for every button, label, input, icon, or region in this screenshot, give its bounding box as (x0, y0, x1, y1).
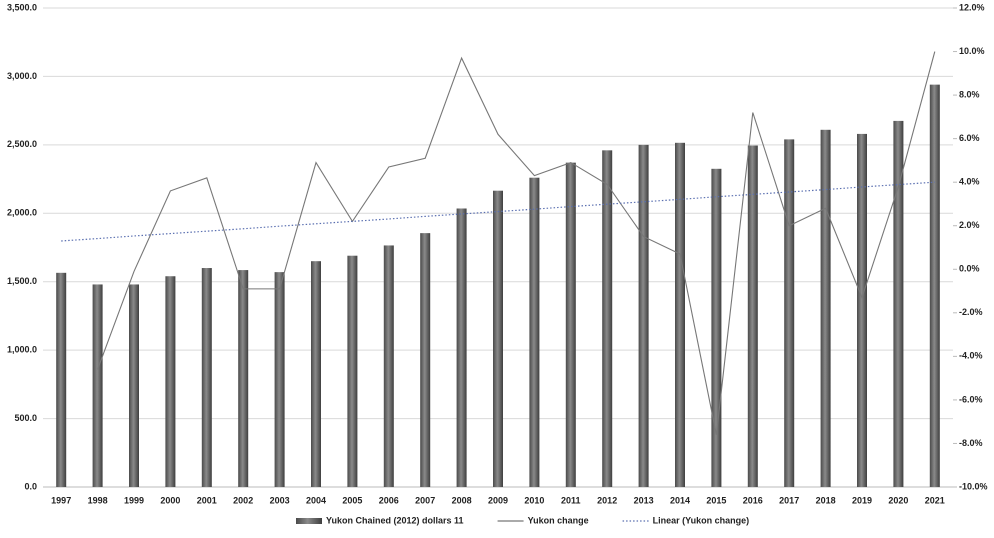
y-tick-label: 2,000.0 (7, 208, 37, 218)
y2-tick-label: -2.0% (959, 307, 983, 317)
x-tick-label: 2018 (816, 495, 836, 505)
bar (784, 139, 795, 487)
y-tick-label: 1,500.0 (7, 276, 37, 286)
y2-tick-label: 4.0% (959, 177, 980, 187)
y2-tick-label: -10.0% (959, 481, 988, 491)
x-tick-label: 2019 (852, 495, 872, 505)
x-tick-label: 2006 (379, 495, 399, 505)
bar (311, 261, 321, 487)
y2-tick-label: 12.0% (959, 2, 985, 12)
bar (129, 284, 139, 487)
bar (92, 284, 103, 487)
bar (675, 142, 685, 487)
x-tick-label: 2012 (597, 495, 617, 505)
bar (565, 162, 576, 488)
x-tick-label: 2005 (342, 495, 362, 505)
legend-label: Yukon Chained (2012) dollars 11 (326, 515, 464, 525)
x-tick-label: 2013 (634, 495, 654, 505)
x-tick-label: 2011 (561, 495, 581, 505)
x-tick-label: 2021 (925, 495, 945, 505)
y-tick-label: 500.0 (14, 413, 37, 423)
y2-tick-label: 8.0% (959, 89, 980, 99)
legend-label: Yukon change (528, 515, 589, 525)
line (97, 51, 936, 435)
x-tick-label: 1999 (124, 495, 144, 505)
bar (711, 168, 722, 488)
x-tick-label: 2010 (524, 495, 544, 505)
bar (456, 208, 467, 487)
bar (420, 233, 431, 487)
bar (602, 150, 613, 487)
bar (929, 84, 940, 487)
bar (383, 245, 394, 487)
x-tick-label: 2003 (270, 495, 290, 505)
bar (347, 255, 358, 487)
x-tick-label: 2014 (670, 495, 690, 505)
x-tick-label: 2000 (160, 495, 180, 505)
bar (747, 145, 758, 487)
x-tick-label: 1997 (51, 495, 71, 505)
bar (529, 177, 540, 487)
x-tick-label: 2008 (452, 495, 472, 505)
bar (274, 272, 285, 487)
bar (638, 144, 649, 487)
bar (56, 272, 67, 487)
legend-label: Linear (Yukon change) (653, 515, 750, 525)
bar (493, 190, 503, 487)
bar (238, 270, 249, 487)
y2-tick-label: 2.0% (959, 220, 980, 230)
y2-tick-label: 10.0% (959, 46, 985, 56)
y-tick-label: 0.0 (24, 481, 37, 491)
x-tick-label: 1998 (88, 495, 108, 505)
x-tick-label: 2015 (706, 495, 726, 505)
x-tick-label: 2002 (233, 495, 253, 505)
legend-swatch (296, 518, 322, 524)
y2-tick-label: 6.0% (959, 133, 980, 143)
y2-tick-label: -8.0% (959, 438, 983, 448)
bar (893, 120, 904, 488)
x-tick-label: 2016 (743, 495, 763, 505)
x-tick-label: 2004 (306, 495, 326, 505)
bar (201, 268, 212, 487)
x-tick-label: 2020 (888, 495, 908, 505)
trend-line (61, 181, 935, 242)
x-tick-label: 2001 (197, 495, 217, 505)
y-tick-label: 2,500.0 (7, 139, 37, 149)
y-tick-label: 1,000.0 (7, 345, 37, 355)
y-tick-label: 3,000.0 (7, 71, 37, 81)
x-tick-label: 2017 (779, 495, 799, 505)
bar (820, 129, 831, 487)
y2-tick-label: 0.0% (959, 264, 980, 274)
bar (857, 133, 867, 487)
x-tick-label: 2009 (488, 495, 508, 505)
y2-tick-label: -4.0% (959, 351, 983, 361)
y2-tick-label: -6.0% (959, 394, 983, 404)
y-tick-label: 3,500.0 (7, 2, 37, 12)
bar (165, 276, 176, 487)
x-tick-label: 2007 (415, 495, 435, 505)
